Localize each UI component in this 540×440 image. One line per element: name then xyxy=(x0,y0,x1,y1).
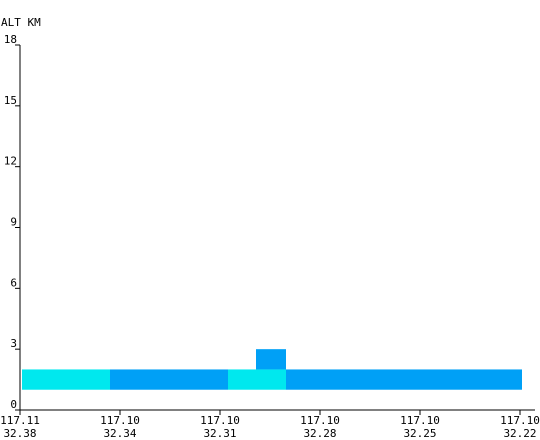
y-tick-label-3: 9 xyxy=(10,216,17,229)
x-tick-lat-4: 32.25 xyxy=(403,427,436,440)
x-ticks: 117.1132.38117.1032.34117.1032.31117.103… xyxy=(0,410,540,440)
x-tick-lat-1: 32.34 xyxy=(103,427,136,440)
x-tick-lon-2: 117.10 xyxy=(200,414,240,427)
x-tick-lon-5: 117.10 xyxy=(500,414,540,427)
x-tick-lon-0: 117.11 xyxy=(0,414,40,427)
data-cell-3 xyxy=(256,349,286,369)
y-axis-title: ALT KM xyxy=(1,16,41,29)
x-tick-lat-0: 32.38 xyxy=(3,427,36,440)
x-tick-lon-3: 117.10 xyxy=(300,414,340,427)
x-tick-lat-5: 32.22 xyxy=(503,427,536,440)
y-tick-label-6: 18 xyxy=(4,33,17,46)
y-tick-label-4: 12 xyxy=(4,155,17,168)
data-cell-1 xyxy=(110,369,228,389)
x-tick-lat-3: 32.28 xyxy=(303,427,336,440)
data-cell-0 xyxy=(22,369,110,389)
x-tick-lat-2: 32.31 xyxy=(203,427,236,440)
data-cell-2 xyxy=(228,369,286,389)
y-tick-label-0: 0 xyxy=(10,398,17,411)
data-cell-4 xyxy=(286,369,522,389)
y-tick-label-1: 3 xyxy=(10,337,17,350)
y-tick-label-2: 6 xyxy=(10,276,17,289)
y-ticks: 0 3 6 9 12 15 18 xyxy=(4,33,20,411)
data-cells xyxy=(22,349,522,390)
x-tick-lon-4: 117.10 xyxy=(400,414,440,427)
y-tick-label-5: 15 xyxy=(4,94,17,107)
x-tick-lon-1: 117.10 xyxy=(100,414,140,427)
